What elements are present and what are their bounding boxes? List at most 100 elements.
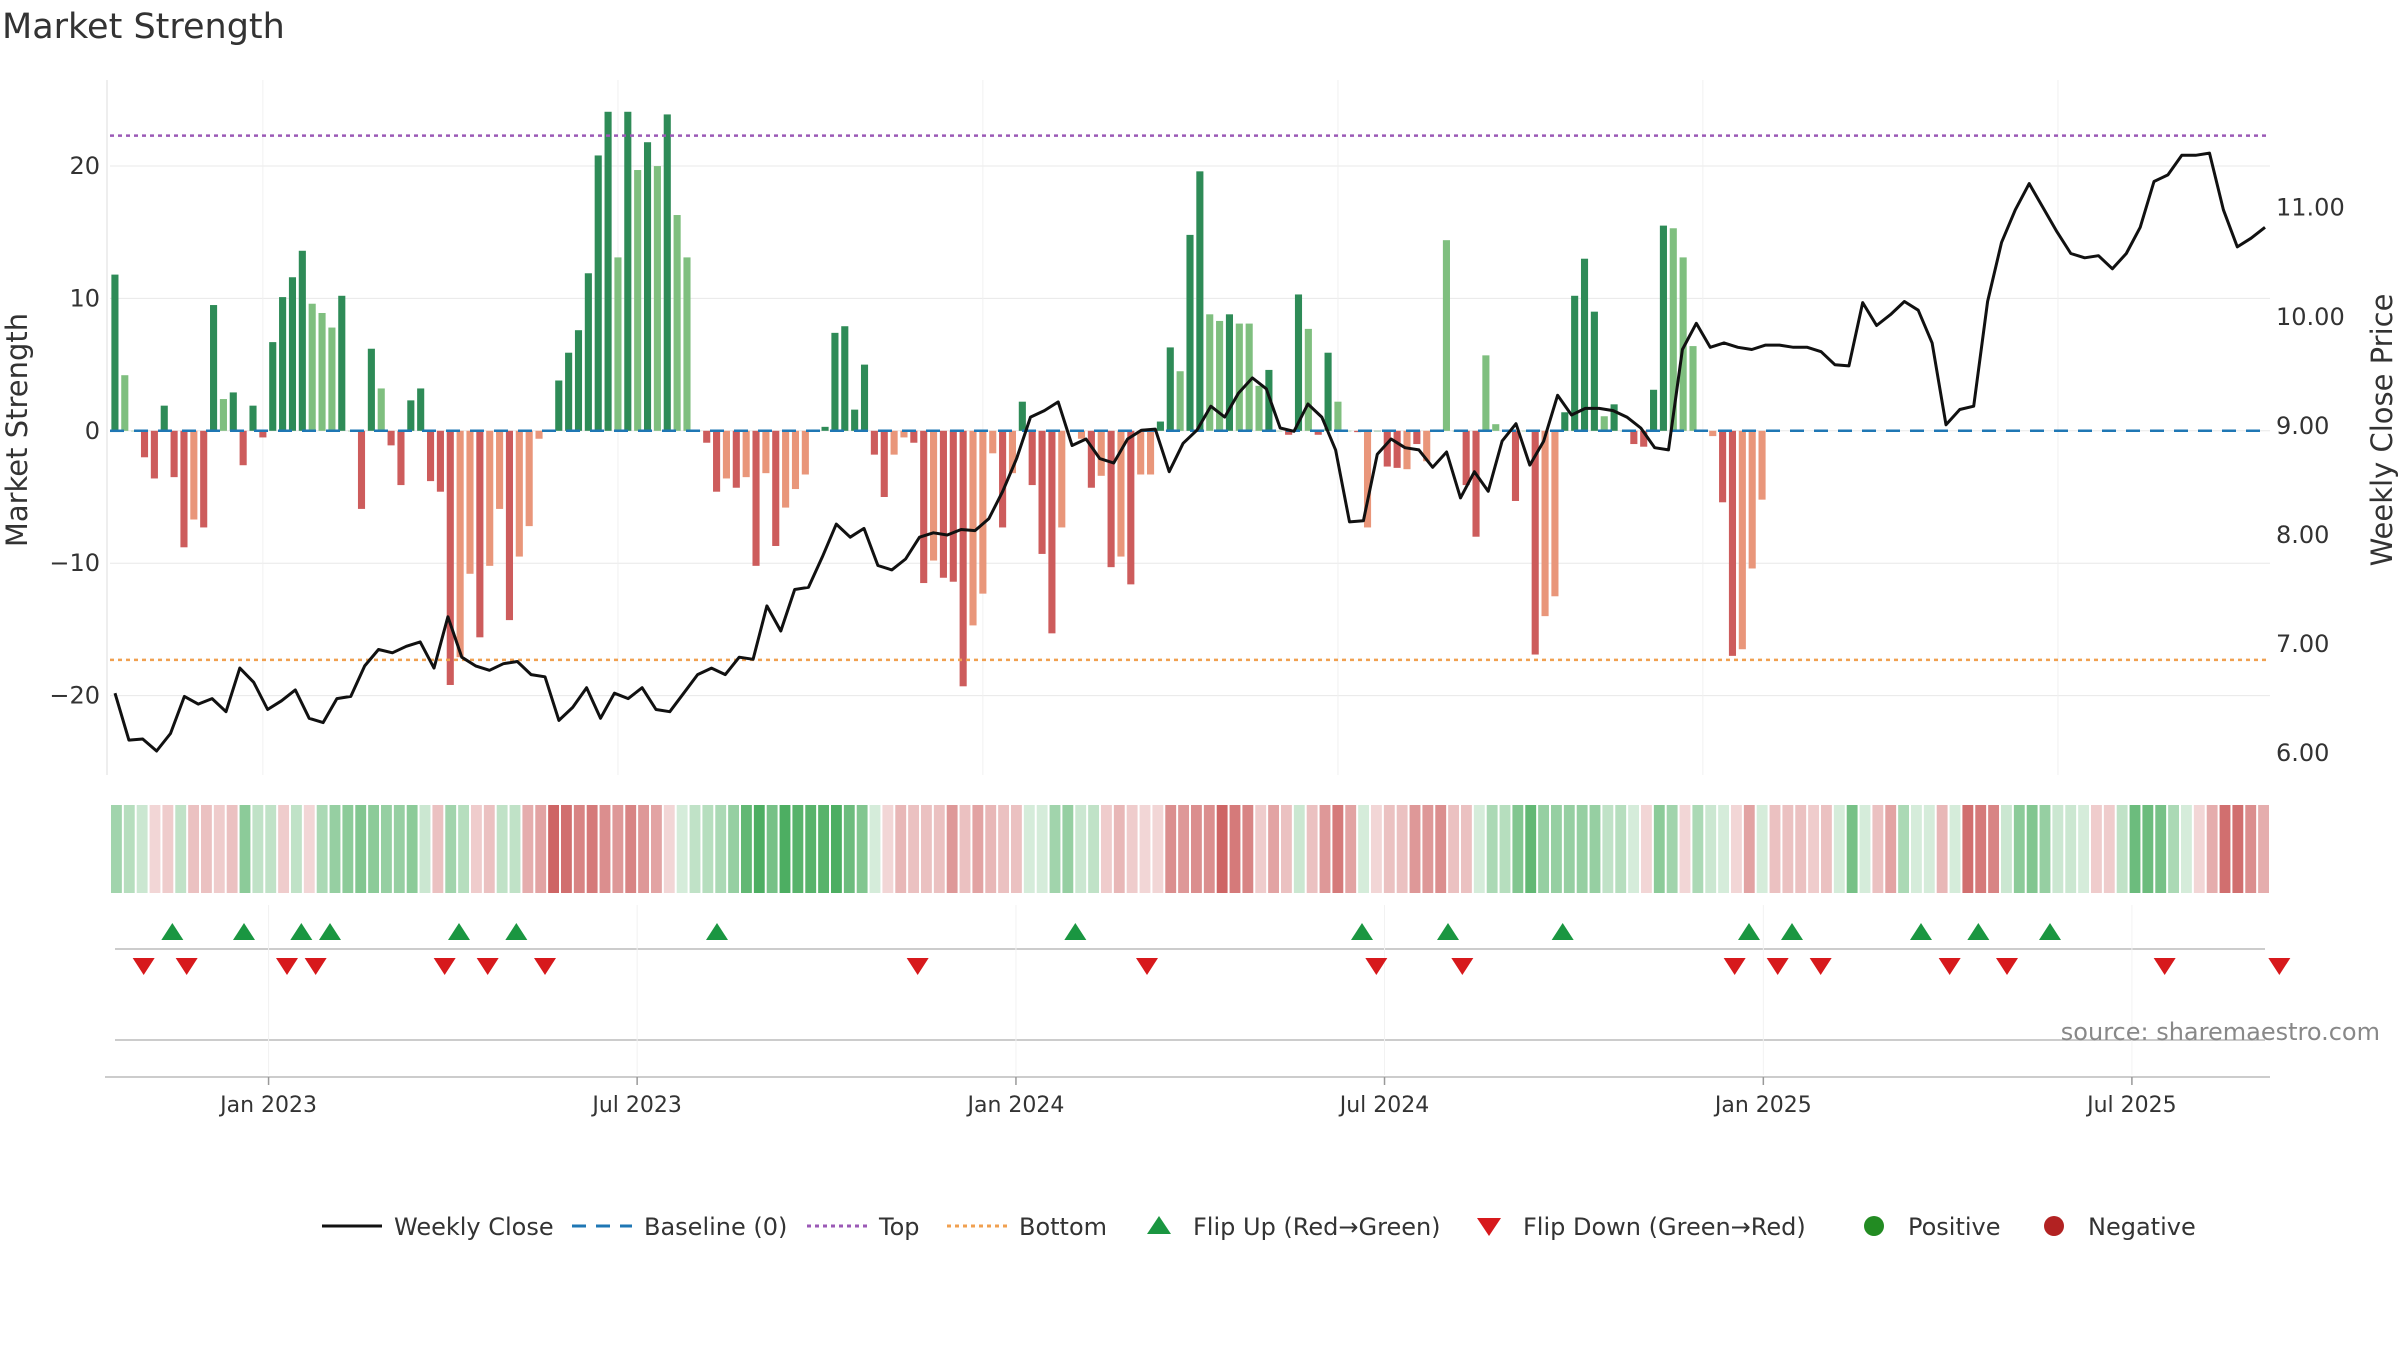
heat-strip-cell [573, 805, 585, 893]
strength-bar [525, 430, 533, 527]
strength-bar [1492, 424, 1500, 431]
strength-bar [870, 430, 878, 455]
strength-bar [219, 399, 227, 431]
strength-bar [1373, 430, 1381, 432]
heat-strip-cell [1101, 805, 1112, 893]
heat-strip-cell [1281, 805, 1292, 893]
heat-strip-cell [1821, 805, 1832, 893]
legend-item: Baseline (0) [572, 1213, 787, 1241]
heat-strip-cell [445, 805, 457, 893]
heat-strip-cell [779, 805, 791, 893]
heat-strip-cell [1563, 805, 1575, 893]
heat-strip-cell [111, 805, 122, 893]
heat-strip-cell [2168, 805, 2179, 893]
strength-bar [1423, 430, 1431, 462]
heat-strip-cell [226, 805, 238, 893]
x-tick-label: Jan 2024 [965, 1093, 1064, 1118]
strength-bar [1511, 430, 1520, 501]
legend-label: Flip Up (Red→Green) [1193, 1213, 1441, 1241]
heat-strip-cell [1499, 805, 1511, 893]
strength-bar [851, 409, 859, 431]
strength-bar [1245, 323, 1253, 431]
flip-up-marker [1064, 923, 1087, 940]
flip-down-marker [1451, 958, 1474, 975]
strength-bar [713, 430, 721, 492]
strength-bar [791, 430, 800, 490]
strength-bar [515, 430, 523, 557]
strength-bar [1669, 228, 1677, 431]
heat-strip-cell [1203, 805, 1215, 893]
heat-strip-cell [1551, 805, 1562, 893]
heat-strip-cell [1358, 805, 1369, 893]
heat-strip-cell [1062, 805, 1074, 893]
strength-bar [367, 348, 375, 431]
heat-strip-cell [792, 805, 804, 893]
strength-bar [1038, 430, 1046, 554]
flip-down-marker [1938, 958, 1961, 975]
flip-up-marker [1437, 923, 1459, 940]
y-axis-label: Market Strength [0, 313, 34, 547]
heat-strip-cell [753, 805, 765, 893]
strength-bar [841, 326, 849, 431]
strength-bar [210, 305, 218, 431]
x-tick-label: Jul 2023 [590, 1093, 682, 1118]
strength-bar [920, 430, 928, 584]
legend-label: Positive [1908, 1213, 2001, 1241]
strength-bar [1255, 385, 1263, 431]
heat-strip-cell [2013, 805, 2025, 893]
heat-strip-cell [1576, 805, 1588, 893]
heat-strip-cell [998, 805, 1009, 893]
strength-bar [1087, 430, 1095, 488]
heat-strip-cell [2065, 805, 2077, 893]
heat-strip-cell [458, 805, 469, 893]
heat-strip-cell [278, 805, 289, 893]
flip-up-marker [505, 923, 528, 940]
strength-bar [1719, 430, 1727, 503]
heat-strip-cell [2078, 805, 2089, 893]
strength-bar [900, 430, 908, 438]
heat-strip-cell [831, 805, 842, 893]
strength-bar [1728, 430, 1737, 656]
strength-bar [614, 257, 622, 431]
strength-bar [594, 155, 602, 431]
strength-bar [1097, 430, 1105, 476]
strength-bar [1580, 258, 1589, 431]
heat-strip-cell [895, 805, 907, 893]
strength-bar [1393, 430, 1401, 468]
heat-strip-cell [1036, 805, 1048, 893]
heat-strip-cell [123, 805, 135, 893]
heat-strip-cell [1113, 805, 1125, 893]
legend-item: Positive [1864, 1213, 2001, 1241]
heat-strip-cell [1988, 805, 1999, 893]
heat-strip-cell [1268, 805, 1279, 893]
strength-bar [1521, 430, 1529, 432]
heat-strip-cell [432, 805, 444, 893]
strength-bar [801, 430, 809, 475]
strength-bar [1176, 371, 1184, 431]
heat-strip-cell [1178, 805, 1189, 893]
strength-bar [1107, 430, 1115, 568]
flip-up-marker [233, 923, 255, 940]
heat-strip-cell [1152, 805, 1164, 893]
heat-strip-cell [1049, 805, 1061, 893]
heat-strip-cell [843, 805, 855, 893]
heat-strip-cell [2039, 805, 2051, 893]
legend-label: Weekly Close [394, 1213, 554, 1241]
strength-bar [397, 430, 405, 486]
strength-bar [555, 380, 563, 431]
heat-strip-cell [908, 805, 919, 893]
x-tick-label: Jul 2024 [1338, 1093, 1430, 1118]
strength-bar [279, 297, 287, 431]
legend-swatch-circle [1864, 1216, 1884, 1236]
y-tick-label: −10 [49, 549, 100, 577]
strength-bar [1146, 430, 1155, 475]
heat-strip-cell [959, 805, 971, 893]
flip-down-marker [276, 958, 298, 975]
strength-bar [1679, 257, 1687, 431]
strength-bar [1294, 294, 1303, 431]
strength-bars [111, 111, 1766, 687]
legend-swatch-triangle-down [1477, 1218, 1501, 1236]
strength-bar [1413, 430, 1421, 445]
flip-down-marker [433, 958, 456, 975]
strength-bar [466, 430, 474, 574]
